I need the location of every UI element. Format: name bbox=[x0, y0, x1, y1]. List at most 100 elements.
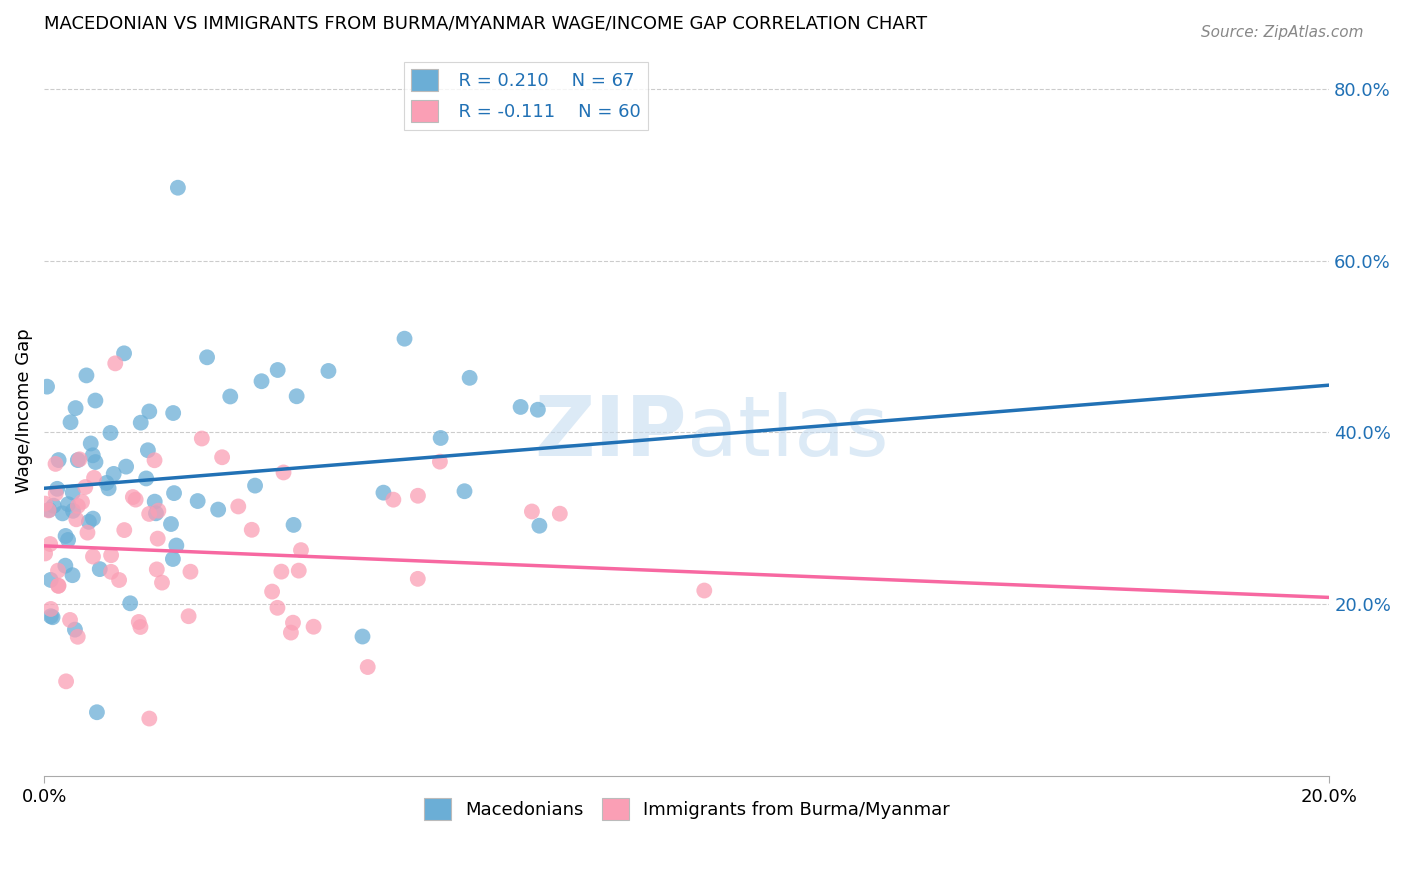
Point bbox=[35, 379, 58, 393]
Point bbox=[138, 712, 160, 726]
Point bbox=[145, 506, 167, 520]
Point bbox=[124, 492, 146, 507]
Point bbox=[103, 467, 125, 481]
Point bbox=[51, 507, 73, 521]
Point bbox=[46, 564, 69, 578]
Point bbox=[382, 492, 405, 507]
Point bbox=[39, 602, 62, 616]
Point bbox=[406, 572, 429, 586]
Point bbox=[34, 497, 56, 511]
Point bbox=[165, 539, 187, 553]
Point bbox=[207, 502, 229, 516]
Point bbox=[352, 630, 374, 644]
Point bbox=[70, 495, 93, 509]
Point bbox=[82, 549, 104, 564]
Point bbox=[59, 415, 82, 429]
Point bbox=[65, 512, 87, 526]
Point bbox=[160, 516, 183, 531]
Point bbox=[39, 609, 62, 624]
Point bbox=[83, 471, 105, 485]
Point bbox=[243, 478, 266, 492]
Point bbox=[273, 466, 295, 480]
Point bbox=[75, 480, 97, 494]
Point bbox=[48, 453, 70, 467]
Point bbox=[693, 583, 716, 598]
Point bbox=[283, 517, 305, 532]
Point bbox=[129, 416, 152, 430]
Point bbox=[38, 503, 60, 517]
Point bbox=[38, 503, 60, 517]
Point bbox=[120, 596, 142, 610]
Point bbox=[262, 584, 284, 599]
Point bbox=[148, 503, 170, 517]
Point bbox=[56, 533, 79, 547]
Point bbox=[62, 568, 84, 582]
Point bbox=[143, 494, 166, 508]
Point bbox=[55, 674, 77, 689]
Point bbox=[66, 453, 89, 467]
Point bbox=[280, 625, 302, 640]
Text: atlas: atlas bbox=[686, 392, 889, 474]
Point bbox=[44, 457, 66, 471]
Text: MACEDONIAN VS IMMIGRANTS FROM BURMA/MYANMAR WAGE/INCOME GAP CORRELATION CHART: MACEDONIAN VS IMMIGRANTS FROM BURMA/MYAN… bbox=[44, 15, 927, 33]
Point bbox=[128, 615, 150, 629]
Point bbox=[82, 448, 104, 462]
Point bbox=[281, 615, 304, 630]
Point bbox=[357, 660, 380, 674]
Point bbox=[509, 400, 531, 414]
Point bbox=[56, 497, 79, 511]
Point bbox=[84, 455, 107, 469]
Point bbox=[250, 374, 273, 388]
Point bbox=[529, 518, 551, 533]
Point bbox=[458, 371, 481, 385]
Point bbox=[211, 450, 233, 465]
Point bbox=[150, 575, 173, 590]
Point bbox=[112, 523, 135, 537]
Point bbox=[75, 368, 97, 383]
Point bbox=[429, 431, 451, 445]
Point bbox=[136, 443, 159, 458]
Point bbox=[302, 620, 325, 634]
Point bbox=[146, 562, 169, 576]
Point bbox=[520, 504, 543, 518]
Point bbox=[266, 600, 288, 615]
Point bbox=[59, 613, 82, 627]
Point bbox=[42, 499, 65, 513]
Point bbox=[82, 511, 104, 525]
Point bbox=[138, 507, 160, 521]
Point bbox=[69, 452, 91, 467]
Point bbox=[97, 481, 120, 495]
Text: ZIP: ZIP bbox=[534, 392, 686, 474]
Point bbox=[41, 610, 63, 624]
Point bbox=[453, 484, 475, 499]
Point bbox=[394, 332, 416, 346]
Y-axis label: Wage/Income Gap: Wage/Income Gap bbox=[15, 328, 32, 493]
Point bbox=[65, 401, 87, 416]
Point bbox=[146, 532, 169, 546]
Point bbox=[527, 402, 550, 417]
Point bbox=[121, 490, 143, 504]
Point bbox=[77, 515, 100, 529]
Point bbox=[267, 363, 290, 377]
Point bbox=[373, 485, 395, 500]
Point bbox=[84, 393, 107, 408]
Point bbox=[548, 507, 571, 521]
Legend: Macedonians, Immigrants from Burma/Myanmar: Macedonians, Immigrants from Burma/Myanm… bbox=[416, 790, 957, 827]
Point bbox=[240, 523, 263, 537]
Point bbox=[162, 552, 184, 566]
Point bbox=[96, 475, 118, 490]
Point bbox=[100, 425, 122, 440]
Point bbox=[226, 500, 249, 514]
Point bbox=[46, 482, 69, 496]
Point bbox=[76, 525, 98, 540]
Point bbox=[285, 389, 308, 403]
Point bbox=[39, 573, 62, 587]
Point bbox=[191, 432, 214, 446]
Point bbox=[112, 346, 135, 360]
Point bbox=[100, 548, 122, 562]
Point bbox=[53, 558, 76, 573]
Point bbox=[80, 436, 103, 450]
Point bbox=[135, 471, 157, 485]
Point bbox=[219, 389, 242, 403]
Point bbox=[45, 486, 67, 500]
